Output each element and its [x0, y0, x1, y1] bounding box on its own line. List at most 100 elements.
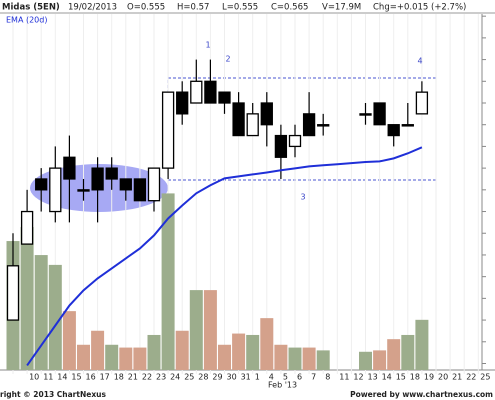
- volume-bar: [246, 334, 260, 370]
- x-tick-label: 25: [184, 373, 194, 382]
- x-tick-label: 4: [269, 373, 274, 382]
- volume-bar: [175, 330, 189, 370]
- candle-body: [133, 178, 147, 202]
- x-tick-label: 24: [170, 373, 180, 382]
- candle-body: [274, 134, 288, 158]
- candle-body: [77, 189, 90, 192]
- volume-bar: [387, 339, 401, 370]
- candle-body: [302, 113, 316, 137]
- legend-entry: EMA (20d): [6, 16, 47, 25]
- x-tick-label: 18: [114, 373, 124, 382]
- close: C=0.565: [271, 3, 308, 13]
- volume-bar: [359, 351, 372, 370]
- x-tick-label: 15: [396, 373, 406, 382]
- candle-body: [246, 113, 259, 137]
- x-tick-label: 6: [297, 373, 302, 382]
- x-tick-label: 13: [368, 373, 378, 382]
- candle-body: [359, 113, 372, 116]
- x-tick-label: 14: [382, 373, 392, 382]
- volume-bar: [48, 264, 62, 370]
- volume-bar: [77, 344, 90, 370]
- volume: V=17.9M: [322, 3, 361, 13]
- annotation: 2: [225, 55, 230, 64]
- candle-body: [218, 91, 231, 104]
- date: 19/02/2013: [68, 3, 117, 13]
- volume-bar: [133, 347, 147, 370]
- x-tick-label: 7: [311, 373, 316, 382]
- volume-bar: [20, 227, 34, 370]
- x-tick-label: 5: [283, 373, 288, 382]
- candle-body: [415, 91, 429, 115]
- volume-bar: [302, 347, 316, 370]
- x-tick-label: 16: [86, 373, 96, 382]
- volume-bar: [147, 334, 161, 370]
- candle-body: [147, 167, 161, 202]
- volume-bar: [189, 290, 203, 370]
- x-tick-label: 31: [241, 373, 251, 382]
- x-tick-label: 11: [43, 373, 53, 382]
- candle-body: [176, 91, 189, 115]
- open: O=0.555: [127, 3, 165, 13]
- candle-body: [204, 80, 217, 104]
- candle-body: [190, 80, 203, 104]
- x-tick-label: 21: [128, 373, 138, 382]
- powered-by: Powered by www.chartnexus.com: [350, 390, 493, 399]
- x-tick-label: 28: [198, 373, 208, 382]
- volume-bar: [91, 330, 105, 370]
- copyright: right © 2013 ChartNexus: [0, 390, 106, 399]
- x-tick-label: 11: [339, 373, 349, 382]
- volume-bar: [401, 334, 415, 370]
- volume-bar: [415, 319, 429, 370]
- annotation: 1: [205, 41, 210, 50]
- candle-body: [232, 102, 245, 137]
- candle-body: [20, 210, 34, 245]
- low: L=0.555: [222, 3, 258, 13]
- candle-body: [288, 134, 302, 148]
- annotation: 3: [300, 193, 305, 202]
- candle-body: [260, 102, 273, 126]
- x-tick-label: 22: [466, 373, 476, 382]
- candle-body: [401, 124, 414, 127]
- volume-bar: [203, 290, 217, 370]
- x-tick-label: 18: [410, 373, 420, 382]
- candle-body: [161, 91, 175, 169]
- volume-bar: [316, 350, 330, 370]
- candle-body: [6, 265, 20, 321]
- x-tick-label: 15: [71, 373, 81, 382]
- x-tick-label: 14: [57, 373, 67, 382]
- volume-bar: [288, 347, 302, 370]
- annotation: 4: [417, 57, 422, 66]
- volume-bar: [232, 333, 246, 370]
- x-tick-label: 21: [452, 373, 462, 382]
- x-tick-label: 17: [100, 373, 110, 382]
- symbol: Midas (5EN): [2, 3, 60, 13]
- volume-bar: [161, 193, 175, 370]
- x-tick-label: 1: [255, 373, 260, 382]
- candle-body: [387, 124, 400, 137]
- volume-bar: [105, 344, 119, 370]
- candle-body: [35, 178, 48, 191]
- candle-body: [91, 167, 104, 191]
- x-tick-label: 8: [325, 373, 330, 382]
- x-tick-label: 30: [227, 373, 237, 382]
- volume-bar: [62, 311, 76, 370]
- month-label: Feb '13: [268, 381, 297, 390]
- candle-body: [49, 167, 62, 213]
- x-tick-label: 29: [212, 373, 222, 382]
- candle-body: [317, 124, 330, 127]
- x-tick-label: 20: [438, 373, 448, 382]
- candle-body: [119, 178, 132, 191]
- x-tick-label: 12: [353, 373, 363, 382]
- x-tick-label: 19: [424, 373, 434, 382]
- change: Chg=+0.015 (+2.7%): [373, 3, 466, 13]
- high: H=0.57: [177, 3, 209, 13]
- volume-bar: [260, 318, 274, 370]
- candle-body: [105, 167, 118, 180]
- volume-bar: [274, 344, 288, 370]
- volume-bar: [119, 347, 133, 370]
- x-tick-label: 10: [29, 373, 39, 382]
- candle-body: [63, 156, 76, 180]
- x-tick-label: 22: [142, 373, 152, 382]
- volume-bar: [373, 350, 387, 370]
